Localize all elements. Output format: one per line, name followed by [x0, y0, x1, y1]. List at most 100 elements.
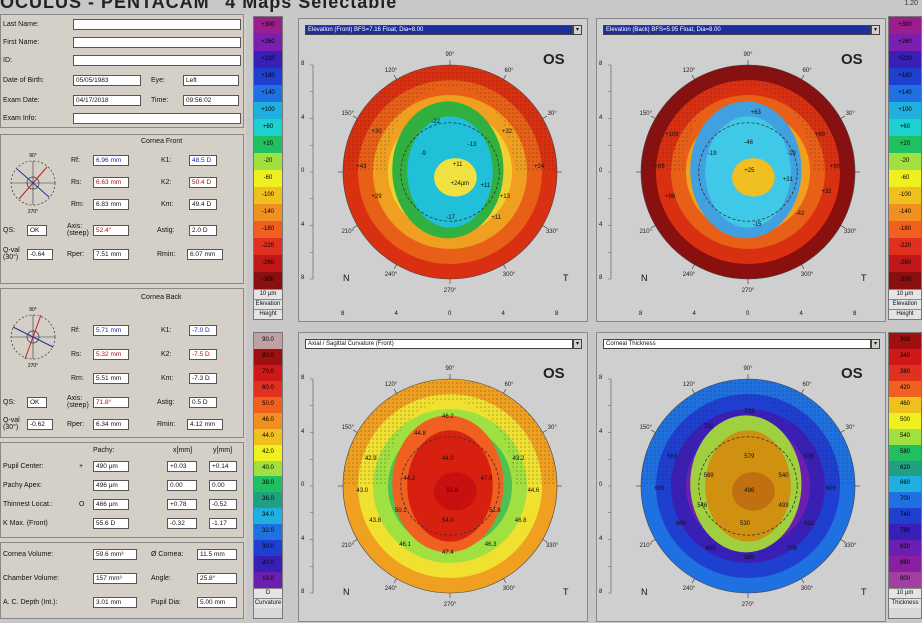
chevron-down-icon[interactable]: ▾: [871, 25, 880, 35]
map-type-selector[interactable]: Elevation (Back) BFS=5.95 Float, Dia=8.0…: [603, 25, 871, 35]
dob-field[interactable]: 05/05/1983: [73, 75, 141, 86]
svg-text:330°: 330°: [844, 543, 857, 549]
cb-k2-field[interactable]: -7.5 D: [189, 349, 217, 360]
exam-info-field[interactable]: [73, 113, 241, 124]
id-field[interactable]: [73, 55, 241, 66]
first-name-field[interactable]: [73, 37, 241, 48]
map-type-selector[interactable]: Corneal Thickness: [603, 339, 871, 349]
svg-text:60°: 60°: [802, 68, 812, 74]
map-type-selector[interactable]: Axial / Sagittal Curvature (Front): [305, 339, 573, 349]
svg-text:300°: 300°: [801, 272, 814, 278]
cf-km-field[interactable]: 49.4 D: [189, 199, 217, 210]
cf-k2-field[interactable]: 50.4 D: [189, 177, 217, 188]
map-panel-elevation-front[interactable]: Elevation (Front) BFS=7.16 Float, Dia=8.…: [298, 18, 588, 322]
pachy-row-value[interactable]: 55.6 D: [93, 518, 129, 529]
chevron-down-icon[interactable]: ▾: [573, 339, 582, 349]
dob-label: Date of Birth:: [3, 77, 44, 84]
vertical-axis-tick: 8: [301, 589, 305, 595]
svg-text:240°: 240°: [683, 272, 696, 278]
vertical-axis-tick: 4: [599, 428, 603, 435]
cb-qs-field[interactable]: OK: [27, 397, 47, 408]
time-field[interactable]: 09:56:02: [183, 95, 239, 106]
cornea-front-box: Cornea Front 90° 270° Rf: 6.96 mm K1: 48…: [0, 134, 244, 284]
exam-date-field[interactable]: 04/17/2018: [73, 95, 141, 106]
acd-field[interactable]: 3.01 mm: [93, 597, 137, 608]
cf-rm-field[interactable]: 6.83 mm: [93, 199, 129, 210]
pachy-row-y[interactable]: -1.17: [209, 518, 237, 529]
exam-info-label: Exam Info:: [3, 115, 37, 122]
pachy-row-y[interactable]: 0.00: [209, 480, 237, 491]
scale-step: 10 µm: [254, 289, 282, 299]
chevron-down-icon[interactable]: ▾: [573, 25, 582, 35]
cf-rf-field[interactable]: 6.96 mm: [93, 155, 129, 166]
cf-rmin-field[interactable]: 6.07 mm: [187, 249, 223, 260]
cornea-dia-label: Ø Cornea:: [151, 551, 184, 558]
cf-k1-field[interactable]: 48.5 D: [189, 155, 217, 166]
cb-rf-field[interactable]: 5.71 mm: [93, 325, 129, 336]
cf-axis-field[interactable]: 52.4°: [93, 225, 129, 236]
pachy-row-value[interactable]: 466 µm: [93, 499, 129, 510]
cb-rper-field[interactable]: 6.34 mm: [93, 419, 129, 430]
pachy-row-label: Thinnest Locat.:: [3, 501, 53, 508]
cf-qval-field[interactable]: -0.64: [27, 249, 53, 260]
topography-map[interactable]: 90° 60° 120° 30° 150° 330° 210° 300° 240° 270°: [299, 19, 589, 323]
pachy-row-value[interactable]: 490 µm: [93, 461, 129, 472]
map-value-label: 44.2: [403, 475, 416, 482]
cornea-volume-label: Cornea Volume:: [3, 551, 54, 558]
cb-k1-field[interactable]: -7.0 D: [189, 325, 217, 336]
pachy-row-y[interactable]: -0.52: [209, 499, 237, 510]
scale-swatch: +20: [254, 136, 282, 153]
map-value-label: +25: [744, 168, 755, 174]
scale-swatch: 46.0: [254, 412, 282, 429]
topography-map[interactable]: 90° 60° 120° 30° 150° 330° 210° 300° 240° 270°: [597, 19, 887, 323]
svg-text:30°: 30°: [846, 111, 856, 117]
pachy-row-value[interactable]: 496 µm: [93, 480, 129, 491]
cf-rs-field[interactable]: 6.63 mm: [93, 177, 129, 188]
cornea-volume-field[interactable]: 59.6 mm³: [93, 549, 137, 560]
scale-swatch: 40.0: [254, 460, 282, 477]
cb-axis-field[interactable]: 71.8°: [93, 397, 129, 408]
vertical-axis-tick: 8: [301, 275, 305, 281]
scale-swatch: 20.0: [254, 556, 282, 573]
map-value-label: 44.6: [527, 488, 540, 495]
cb-km-field[interactable]: -7.3 D: [189, 373, 217, 384]
cb-rmin-field[interactable]: 4.12 mm: [187, 419, 223, 430]
map-type-selector[interactable]: Elevation (Front) BFS=7.16 Float, Dia=8.…: [305, 25, 573, 35]
cornea-front-title: Cornea Front: [141, 138, 183, 145]
map-panel-corneal-thickness[interactable]: Corneal Thickness ▾ OS 90° 60° 120° 30° 150° 330…: [596, 332, 886, 622]
cornea-back-box: Cornea Back 90° 270° Rf: 5.71 mm K1: -7.…: [0, 288, 244, 438]
cb-rm-field[interactable]: 5.51 mm: [93, 373, 129, 384]
cb-qval-field[interactable]: -0.62: [27, 419, 53, 430]
map-panel-elevation-back[interactable]: Elevation (Back) BFS=5.95 Float, Dia=8.0…: [596, 18, 886, 322]
map-value-label: +11: [480, 182, 491, 189]
cornea-back-axis-icon: 90° 270°: [10, 307, 56, 369]
map-value-label: 51.8: [489, 507, 501, 514]
pachy-row-x[interactable]: -0.32: [167, 518, 197, 529]
cb-astig-field[interactable]: 0.5 D: [189, 397, 217, 408]
pachy-row-y[interactable]: +0.14: [209, 461, 237, 472]
cf-rper-field[interactable]: 7.51 mm: [93, 249, 129, 260]
eye-label: Eye:: [151, 77, 166, 84]
scale-swatch: 90.0: [254, 333, 282, 349]
topography-map[interactable]: 90° 60° 120° 30° 150° 330° 210° 300° 240° 270°: [597, 333, 887, 623]
pachy-row-x[interactable]: +0.03: [167, 461, 197, 472]
last-name-field[interactable]: [73, 19, 241, 30]
map-value-label: 579: [744, 454, 755, 461]
eye-field[interactable]: Left: [183, 75, 239, 86]
pachy-row-x[interactable]: +0.78: [167, 499, 197, 510]
scale-swatch: 50.0: [254, 396, 282, 413]
cb-rs-field[interactable]: 5.32 mm: [93, 349, 129, 360]
pachy-row-x[interactable]: 0.00: [167, 480, 197, 491]
scale-swatch: +60: [254, 119, 282, 136]
cornea-dia-field[interactable]: 11.5 mm: [197, 549, 237, 560]
cf-qs-field[interactable]: OK: [27, 225, 47, 236]
topography-map[interactable]: 90° 60° 120° 30° 150° 330° 210° 300° 240° 270°: [299, 333, 589, 623]
map-value-label: +32: [821, 189, 832, 196]
chevron-down-icon[interactable]: ▾: [871, 339, 880, 349]
chamber-volume-field[interactable]: 157 mm³: [93, 573, 137, 584]
map-panel-sagittal-curvature[interactable]: Axial / Sagittal Curvature (Front) ▾ OS 90°…: [298, 332, 588, 622]
cf-astig-field[interactable]: 2.0 D: [189, 225, 217, 236]
scale-step: 10 µm: [889, 588, 921, 598]
angle-field[interactable]: 25.8°: [197, 573, 237, 584]
pupil-dia-field[interactable]: 5.00 mm: [197, 597, 237, 608]
